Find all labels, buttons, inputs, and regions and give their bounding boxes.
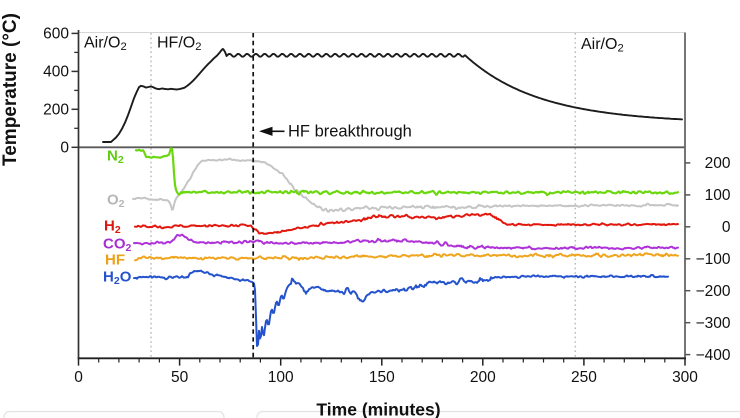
svg-text:300: 300	[672, 369, 698, 386]
svg-text:0: 0	[74, 369, 83, 386]
svg-text:0: 0	[722, 219, 731, 236]
svg-text:Air/O2: Air/O2	[84, 35, 127, 54]
svg-text:150: 150	[369, 369, 395, 386]
svg-text:Air/O2: Air/O2	[581, 36, 624, 55]
svg-text:HF: HF	[105, 252, 125, 269]
svg-text:100: 100	[268, 369, 294, 386]
svg-text:0: 0	[60, 140, 69, 157]
svg-text:200: 200	[43, 102, 69, 119]
svg-text:200: 200	[705, 155, 731, 172]
svg-text:−300: −300	[696, 315, 731, 332]
svg-text:Temperature (°C): Temperature (°C)	[0, 13, 21, 166]
svg-text:100: 100	[705, 187, 731, 204]
svg-text:CO2: CO2	[103, 236, 132, 255]
svg-text:−200: −200	[696, 283, 731, 300]
svg-text:HF breakthrough: HF breakthrough	[288, 123, 412, 141]
svg-text:H2O: H2O	[103, 269, 132, 288]
svg-text:50: 50	[171, 369, 189, 386]
svg-text:−100: −100	[696, 251, 731, 268]
svg-text:250: 250	[571, 369, 597, 386]
svg-text:−400: −400	[696, 347, 731, 364]
svg-text:Time (minutes): Time (minutes)	[316, 400, 440, 418]
svg-text:HF/O2: HF/O2	[157, 35, 201, 54]
svg-text:200: 200	[470, 369, 496, 386]
svg-text:400: 400	[43, 64, 69, 81]
svg-text:600: 600	[43, 26, 69, 43]
